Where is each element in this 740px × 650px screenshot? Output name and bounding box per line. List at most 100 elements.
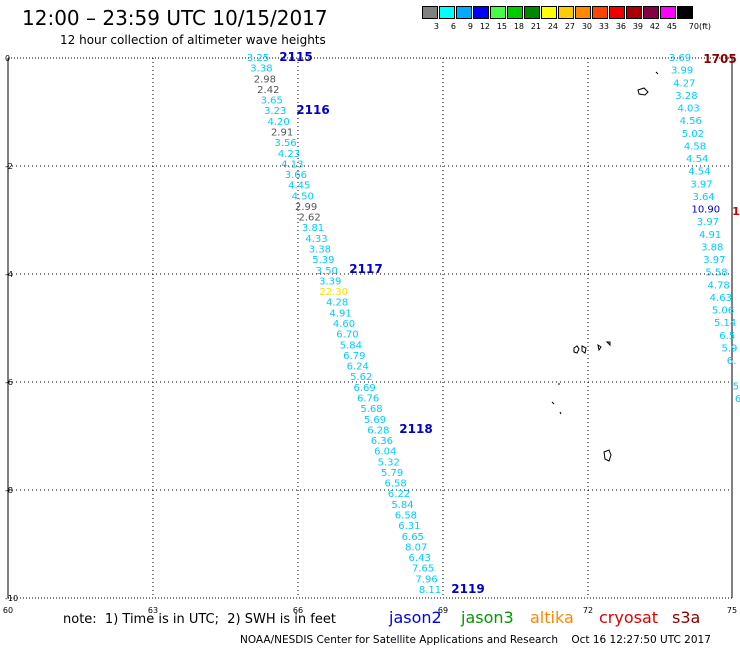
legend-swatch: [677, 6, 693, 19]
satellite-label-cryosat: cryosat: [599, 608, 659, 627]
swh-value: 4.54: [688, 167, 710, 178]
legend-swatch: [558, 6, 574, 19]
y-tick-label: -2: [5, 162, 13, 171]
legend-label: 15: [496, 22, 507, 31]
x-tick-label: 66: [293, 606, 303, 615]
footer-credit: NOAA/NESDIS Center for Satellite Applica…: [240, 634, 711, 646]
swh-value: 3.28: [675, 91, 697, 102]
swh-value: 4.56: [680, 116, 702, 127]
jason2-track-right: 3.69 3.994.27 3.28 4.034.56 5.024.58 4.54 4.54…: [669, 52, 740, 405]
swh-value: 6.76: [357, 393, 379, 404]
swh-value: 7.96: [415, 574, 437, 585]
swh-value: 4.27: [673, 78, 695, 89]
pass-time-label: 2117: [349, 262, 382, 276]
swh-value: 2.42: [257, 85, 279, 96]
legend-label: 9: [467, 22, 473, 31]
track-mark: 1: [732, 205, 740, 218]
legend-label: 70(ft): [688, 22, 711, 31]
coastline: [551, 71, 659, 462]
swh-value: 4.23: [278, 149, 300, 160]
swh-value: 6.5: [719, 331, 735, 342]
island-outline: [637, 71, 659, 96]
y-tick-label: 0: [5, 54, 10, 63]
island-outline: [603, 449, 612, 462]
swh-value: 6.36: [371, 436, 393, 447]
swh-value: 2.91: [271, 127, 293, 138]
swh-value: 6.28: [367, 425, 389, 436]
swh-value: 2.62: [298, 213, 320, 224]
swh-value: 5.69: [364, 415, 386, 426]
swh-value: 3.38: [309, 245, 331, 256]
pass-time-label: 2115: [279, 50, 312, 64]
swh-value: 6.65: [402, 532, 424, 543]
jason2-track-main: 3.253.382.982.423.653.234.202.913.564.23…: [247, 50, 485, 596]
swh-value: 6.22: [388, 489, 410, 500]
swh-value: 4.58: [684, 141, 706, 152]
swh-value: 3.25: [247, 53, 269, 64]
y-tick-label: -4: [5, 270, 13, 279]
swh-value: 4.60: [333, 319, 355, 330]
legend-swatch: [524, 6, 540, 19]
legend-swatch: [660, 6, 676, 19]
swh-value: 6: [735, 394, 740, 405]
legend-swatch: [575, 6, 591, 19]
swh-value: 6.04: [374, 447, 396, 458]
swh-value: 2.99: [295, 202, 317, 213]
swh-value: 6.58: [384, 479, 406, 490]
swh-value: 3.81: [302, 223, 324, 234]
legend-label: 6: [450, 22, 456, 31]
swh-value: 6.43: [409, 553, 431, 564]
color-legend: [422, 6, 694, 19]
swh-value: 4.45: [288, 181, 310, 192]
legend-label: 36: [615, 22, 626, 31]
swh-value: 6.31: [398, 521, 420, 532]
swh-value: 7.65: [412, 564, 434, 575]
swh-value: 22.30: [319, 287, 348, 298]
y-tick-label: -10: [5, 594, 18, 603]
swh-value: 4.91: [329, 308, 351, 319]
satellite-label-s3a: s3a: [672, 608, 701, 627]
legend-swatch: [490, 6, 506, 19]
swh-value: 5.02: [682, 129, 704, 140]
swh-value: 4.63: [710, 293, 732, 304]
map-subtitle: 12 hour collection of altimeter wave hei…: [60, 33, 326, 47]
swh-value: 4.54: [686, 154, 708, 165]
pass-time-label: 2118: [399, 422, 432, 436]
legend-label: 30: [581, 22, 592, 31]
x-tick-label: 75: [727, 606, 737, 615]
legend-label: 12: [479, 22, 490, 31]
swh-value: 6.69: [354, 383, 376, 394]
x-tick-label: 63: [148, 606, 158, 615]
swh-value: 8.07: [405, 542, 427, 553]
swh-value: 3.23: [264, 106, 286, 117]
swh-value: 8.11: [419, 585, 441, 596]
swh-value: 5.62: [350, 372, 372, 383]
swh-value: 6.70: [336, 330, 358, 341]
swh-value: 4.13: [281, 159, 303, 170]
legend-label: 27: [564, 22, 575, 31]
satellite-label-jason3: jason3: [461, 608, 514, 627]
swh-value: 10.90: [691, 205, 720, 216]
legend-label: 39: [632, 22, 643, 31]
island-outline: [573, 341, 611, 354]
legend-swatch: [422, 6, 438, 19]
swh-value: 3.56: [274, 138, 296, 149]
swh-value: 3.97: [690, 179, 712, 190]
swh-value: 4.20: [268, 117, 290, 128]
swh-value: 5.84: [391, 500, 413, 511]
swh-value: 6.79: [343, 351, 365, 362]
swh-value: 6.: [727, 356, 737, 367]
legend-swatch: [609, 6, 625, 19]
swh-value: 4.78: [708, 280, 730, 291]
pass-time-label: 2119: [451, 582, 484, 596]
legend-swatch: [507, 6, 523, 19]
swh-value: 5.14: [714, 318, 736, 329]
x-tick-label: 72: [583, 606, 593, 615]
swh-value: 3.39: [319, 276, 341, 287]
pass-time-label: 1705: [703, 52, 736, 66]
swh-value: 3.88: [701, 242, 723, 253]
swh-value: 3.97: [703, 255, 725, 266]
x-tick-label: 69: [438, 606, 448, 615]
swh-value: 4.03: [677, 104, 699, 115]
